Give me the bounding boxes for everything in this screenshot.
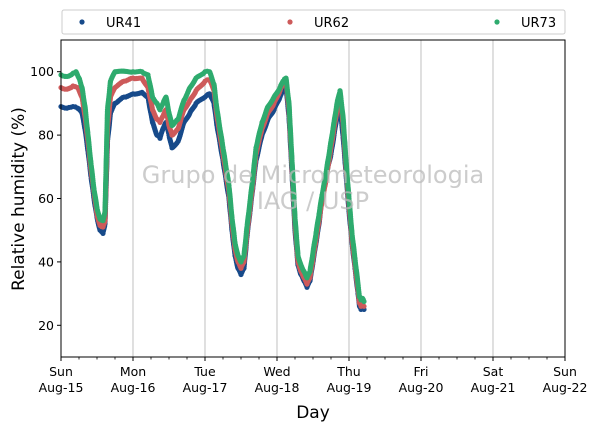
x-axis: SunAug-15MonAug-16TueAug-17WedAug-18ThuA… <box>39 357 588 395</box>
x-tick-day-2021-08-22: Sun <box>553 364 577 379</box>
x-tick-day-2021-08-16: Mon <box>120 364 146 379</box>
y-axis-label: Relative humidity (%) <box>9 107 29 291</box>
legend-entry-ur73: UR73 <box>494 16 556 31</box>
legend-marker-ur41 <box>79 19 85 25</box>
x-tick-date-2021-08-17: Aug-17 <box>183 380 228 395</box>
x-axis-label: Day <box>296 403 330 423</box>
legend-label-ur62: UR62 <box>314 16 349 31</box>
legend-frame <box>61 9 566 35</box>
y-axis: 20 40 60 80 100 <box>30 64 61 333</box>
legend-entry-ur41: UR41 <box>79 16 141 31</box>
y-tick-label-40: 40 <box>38 254 54 269</box>
legend-marker-ur73 <box>494 19 500 25</box>
x-tick-date-2021-08-16: Aug-16 <box>111 380 156 395</box>
x-tick-day-2021-08-17: Tue <box>193 364 216 379</box>
y-tick-label-20: 20 <box>38 318 54 333</box>
watermark: Grupo de Micrometeorologia IAG / USP <box>142 161 484 215</box>
x-tick-date-2021-08-18: Aug-18 <box>255 380 300 395</box>
legend-marker-ur62 <box>287 19 293 25</box>
point-ur73 <box>361 298 367 305</box>
x-tick-day-2021-08-20: Fri <box>414 364 429 379</box>
x-tick-day-2021-08-21: Sat <box>483 364 504 379</box>
legend-entry-ur62: UR62 <box>287 16 349 31</box>
y-tick-label-100: 100 <box>30 64 54 79</box>
x-tick-day-2021-08-15: Sun <box>49 364 73 379</box>
x-tick-date-2021-08-15: Aug-15 <box>39 380 84 395</box>
point-ur62 <box>361 303 367 309</box>
x-tick-date-2021-08-20: Aug-20 <box>399 380 444 395</box>
legend-label-ur41: UR41 <box>106 16 141 31</box>
x-tick-day-2021-08-19: Thu <box>336 364 360 379</box>
x-tick-date-2021-08-21: Aug-21 <box>471 380 516 395</box>
x-tick-date-2021-08-19: Aug-19 <box>327 380 372 395</box>
legend-label-ur73: UR73 <box>521 16 556 31</box>
series-ur73 <box>58 68 367 305</box>
x-tick-day-2021-08-18: Wed <box>263 364 290 379</box>
legend: UR41 UR62 UR73 <box>61 9 566 35</box>
watermark-line-2: IAG / USP <box>257 187 369 215</box>
watermark-line-1: Grupo de Micrometeorologia <box>142 161 484 189</box>
y-tick-label-80: 80 <box>38 128 54 143</box>
series-points <box>58 68 367 313</box>
x-tick-date-2021-08-22: Aug-22 <box>543 380 588 395</box>
y-tick-label-60: 60 <box>38 191 54 206</box>
